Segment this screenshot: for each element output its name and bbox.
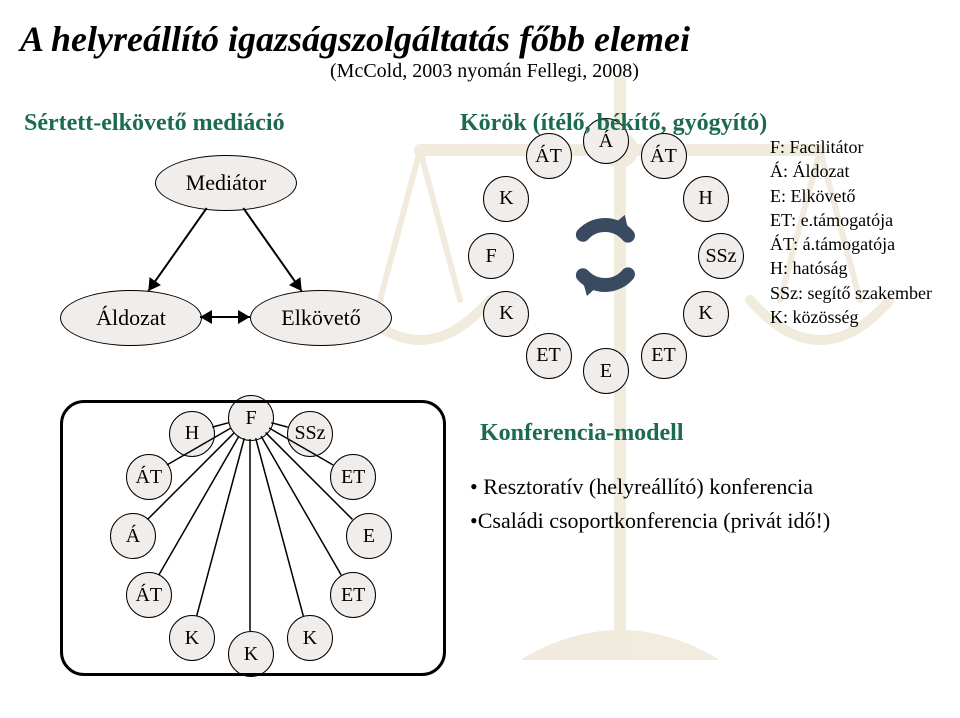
panel3-title: Konferencia-modell bbox=[480, 420, 684, 447]
conference-spokes bbox=[0, 0, 960, 718]
bullets: • Resztoratív (helyreállító) konferencia… bbox=[470, 470, 830, 538]
